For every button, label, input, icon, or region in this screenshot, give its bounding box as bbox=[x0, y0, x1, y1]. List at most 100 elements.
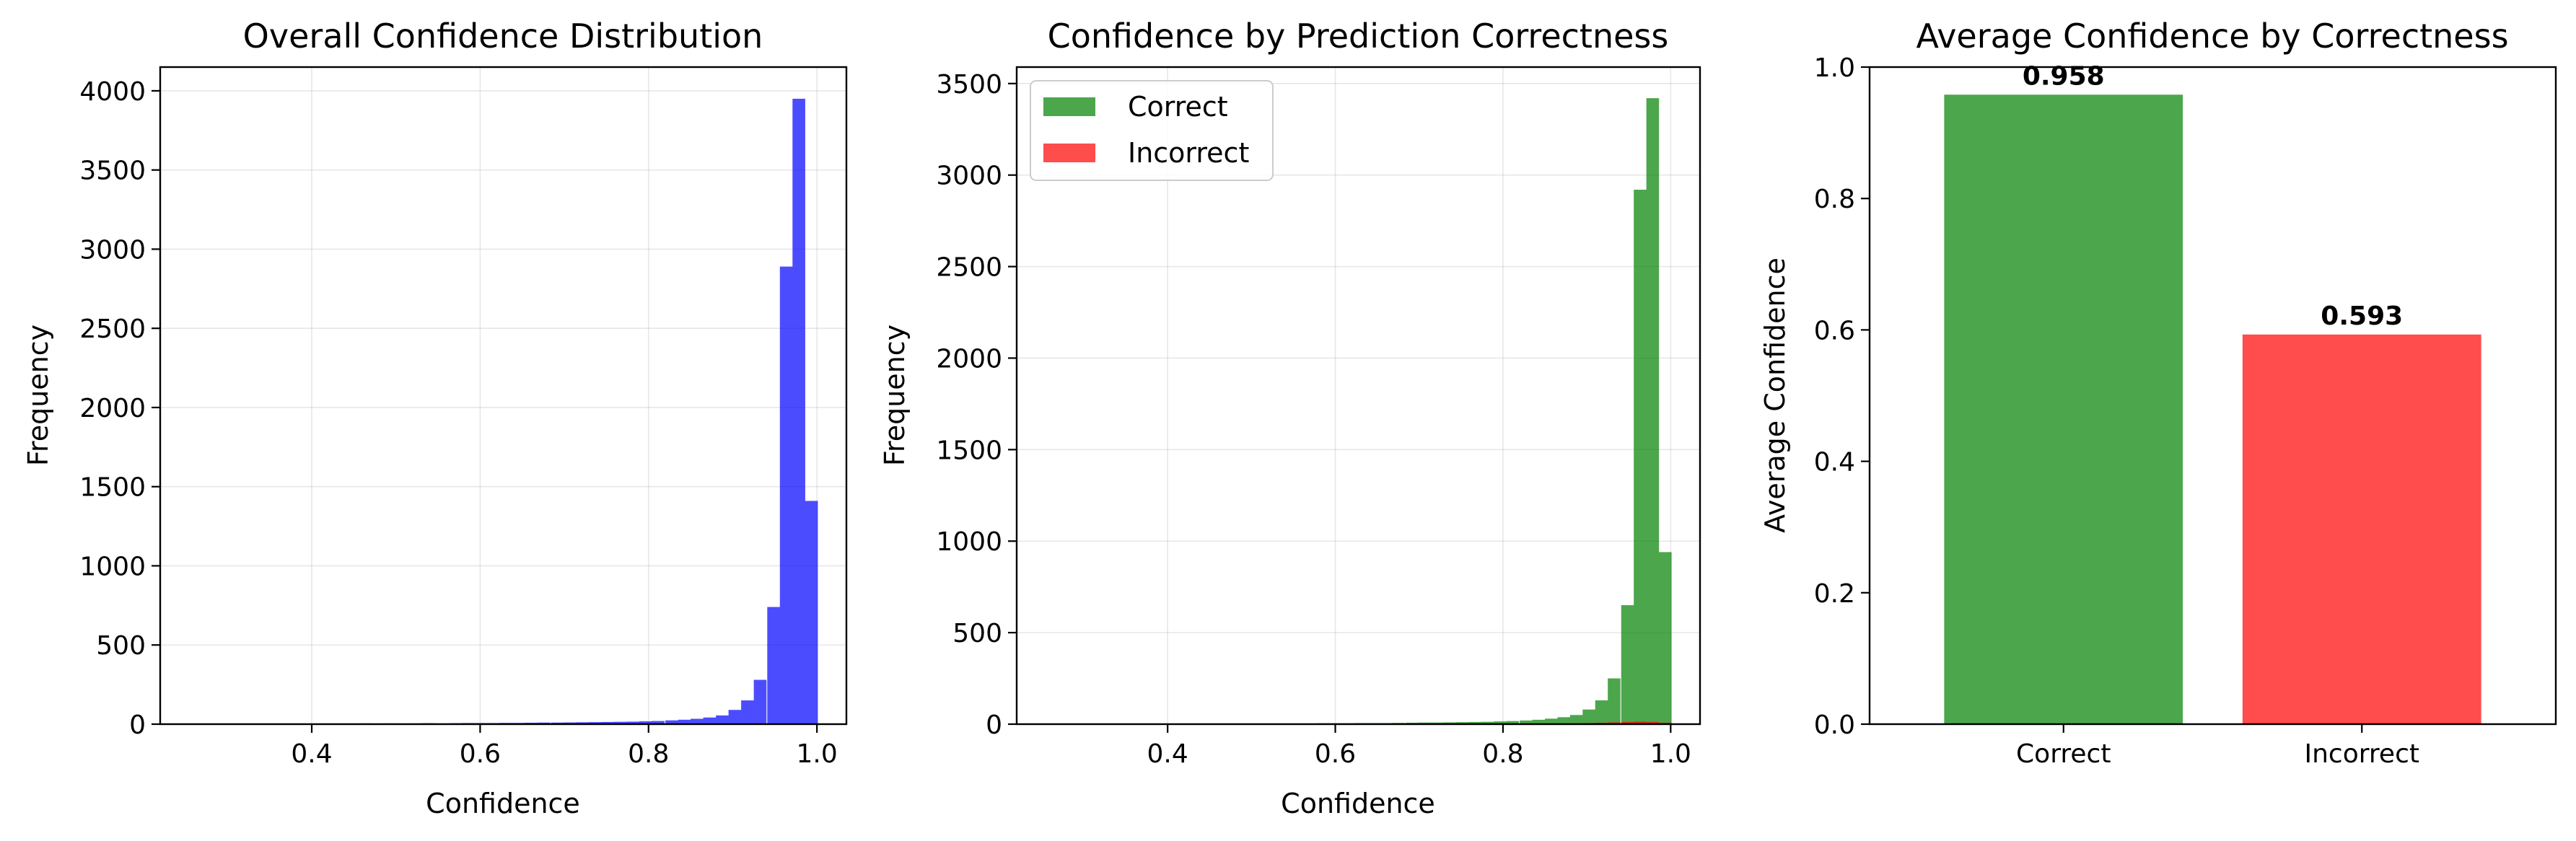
y-tick-label: 1000 bbox=[79, 552, 146, 581]
histogram-bar bbox=[626, 721, 640, 724]
panel-confidence-by-correctness: 0.4 0.6 0.8 1.0 0 500 1000 1500 2000 2500 3000 350… bbox=[879, 17, 1701, 819]
histogram-bar bbox=[1608, 678, 1621, 724]
panel1-x-axis-label: Confidence bbox=[426, 788, 580, 819]
y-tick-label: 0.8 bbox=[1814, 185, 1855, 214]
histogram-bar bbox=[1634, 721, 1647, 724]
panel1-bars bbox=[193, 98, 818, 725]
histogram-bar bbox=[665, 720, 678, 724]
x-tick-label: 0.8 bbox=[1482, 739, 1523, 769]
x-tick-label: 0.6 bbox=[460, 739, 501, 769]
panel1-y-axis-label: Frequency bbox=[22, 325, 54, 466]
histogram-bar bbox=[792, 98, 805, 724]
x-tick-label: 1.0 bbox=[1650, 739, 1691, 769]
histogram-bar bbox=[1494, 721, 1507, 724]
panel1-axes-frame bbox=[159, 66, 848, 726]
panel2-y-axis-label: Frequency bbox=[879, 325, 911, 466]
panel1-y-ticks: 0 500 1000 1500 2000 2500 3000 3500 4000 bbox=[79, 77, 160, 740]
bar-incorrect bbox=[2242, 334, 2481, 725]
y-tick-label: 0.4 bbox=[1814, 448, 1855, 477]
histogram-bar bbox=[1569, 715, 1583, 724]
legend-label-incorrect: Incorrect bbox=[1128, 137, 1249, 169]
histogram-bar bbox=[741, 700, 754, 724]
x-tick-label: Correct bbox=[2016, 739, 2111, 769]
y-tick-label: 2500 bbox=[79, 314, 146, 344]
panel3-title: Average Confidence by Correctness bbox=[1916, 17, 2508, 56]
histogram-bar bbox=[1646, 98, 1660, 724]
y-tick-label: 2500 bbox=[936, 253, 1002, 283]
legend-label-correct: Correct bbox=[1128, 91, 1228, 123]
panel2-x-axis-label: Confidence bbox=[1281, 788, 1435, 819]
panel3-y-axis-label: Average Confidence bbox=[1759, 257, 1791, 533]
y-tick-label: 0.2 bbox=[1814, 579, 1855, 609]
y-tick-label: 1.0 bbox=[1814, 53, 1855, 83]
histogram-bar bbox=[601, 721, 615, 724]
panel2-x-ticks: 0.4 0.6 0.8 1.0 bbox=[1147, 724, 1691, 769]
legend-swatch-correct bbox=[1043, 97, 1095, 116]
bar-correct bbox=[1944, 94, 2183, 725]
panel3-x-ticks: Correct Incorrect bbox=[2016, 724, 2419, 769]
histogram-bar bbox=[1659, 552, 1672, 724]
x-tick-label: 0.4 bbox=[1147, 739, 1188, 769]
histogram-bar bbox=[1557, 717, 1571, 724]
histogram-bar bbox=[728, 710, 742, 724]
histogram-bar bbox=[588, 722, 602, 724]
histogram-bar bbox=[576, 722, 590, 724]
histogram-bar bbox=[1481, 721, 1494, 724]
histogram-bar bbox=[652, 721, 665, 724]
panel-average-confidence: 0.958 0.593 Correct Incorrect 0.0 0.2 0.4 0.6… bbox=[1759, 17, 2557, 769]
y-tick-label: 2000 bbox=[79, 394, 146, 423]
histogram-bar bbox=[767, 607, 780, 724]
y-tick-label: 1500 bbox=[79, 473, 146, 503]
panel3-bars: 0.958 0.593 bbox=[1944, 61, 2481, 725]
y-tick-label: 0 bbox=[986, 710, 1002, 740]
histogram-bar bbox=[703, 717, 717, 724]
histogram-bar bbox=[691, 718, 704, 724]
histogram-bar bbox=[1621, 721, 1634, 724]
histogram-bar bbox=[1520, 720, 1533, 724]
histogram-bar bbox=[1545, 718, 1558, 724]
y-tick-label: 0.6 bbox=[1814, 316, 1855, 345]
histogram-bar bbox=[1506, 721, 1520, 724]
y-tick-label: 500 bbox=[96, 631, 146, 661]
histogram-bar bbox=[1582, 709, 1595, 724]
bar-value-label: 0.958 bbox=[2023, 61, 2105, 91]
histogram-bar bbox=[1608, 722, 1621, 724]
y-tick-label: 3000 bbox=[79, 235, 146, 265]
x-tick-label: 0.6 bbox=[1315, 739, 1356, 769]
histogram-bar bbox=[1532, 719, 1546, 724]
y-tick-label: 0.0 bbox=[1814, 710, 1855, 740]
y-tick-label: 0 bbox=[129, 710, 146, 740]
y-tick-label: 3500 bbox=[936, 70, 1002, 100]
panel-overall-distribution: 0.4 0.6 0.8 1.0 0 500 1000 1500 2000 2500 3000 350… bbox=[22, 17, 848, 819]
panel2-y-ticks: 0 500 1000 1500 2000 2500 3000 3500 bbox=[936, 70, 1017, 740]
histogram-bar bbox=[716, 715, 729, 724]
y-tick-label: 3000 bbox=[936, 162, 1002, 191]
legend-swatch-incorrect bbox=[1043, 144, 1095, 162]
histogram-bar bbox=[1634, 190, 1647, 724]
y-tick-label: 3500 bbox=[79, 157, 146, 186]
histogram-bar bbox=[678, 719, 691, 724]
y-tick-label: 1500 bbox=[936, 436, 1002, 465]
histogram-bar bbox=[805, 501, 818, 724]
panel2-title: Confidence by Prediction Correctness bbox=[1048, 17, 1669, 56]
histogram-bar bbox=[1595, 700, 1608, 724]
panel3-y-ticks: 0.0 0.2 0.4 0.6 0.8 1.0 bbox=[1814, 53, 1870, 740]
panel2-axes-frame bbox=[1015, 66, 1701, 726]
y-tick-label: 1000 bbox=[936, 527, 1002, 557]
y-tick-label: 2000 bbox=[936, 344, 1002, 374]
histogram-bar bbox=[779, 266, 793, 724]
x-tick-label: Incorrect bbox=[2304, 739, 2419, 769]
legend: Correct Incorrect bbox=[1030, 80, 1274, 181]
panel1-title: Overall Confidence Distribution bbox=[243, 17, 763, 56]
y-tick-label: 4000 bbox=[79, 77, 146, 107]
y-tick-label: 500 bbox=[952, 619, 1002, 648]
histogram-bar bbox=[613, 721, 627, 724]
panel1-x-ticks: 0.4 0.6 0.8 1.0 bbox=[291, 724, 838, 769]
histogram-bar bbox=[563, 722, 577, 724]
histogram-bar bbox=[1455, 722, 1469, 724]
histogram-bar bbox=[1443, 722, 1456, 724]
histogram-bar bbox=[639, 721, 652, 724]
histogram-bar bbox=[753, 679, 767, 724]
